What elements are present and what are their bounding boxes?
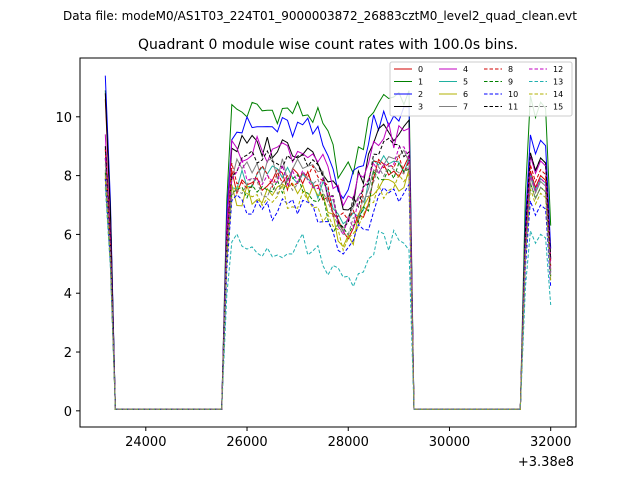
legend-label: 3 xyxy=(418,103,423,112)
legend-label: 4 xyxy=(463,65,468,74)
legend-label: 6 xyxy=(463,90,468,99)
y-tick-label: 8 xyxy=(64,170,72,185)
legend-label: 15 xyxy=(553,103,563,112)
x-tick-label: 24000 xyxy=(125,435,166,450)
legend-label: 12 xyxy=(553,65,563,74)
chart-title: Quadrant 0 module wise count rates with … xyxy=(138,37,518,53)
legend-label: 2 xyxy=(418,90,423,99)
legend-box xyxy=(389,61,573,117)
x-tick-label: 30000 xyxy=(429,435,470,450)
y-tick-label: 10 xyxy=(55,111,72,126)
x-tick-label: 32000 xyxy=(530,435,571,450)
legend-label: 10 xyxy=(508,90,518,99)
legend-label: 14 xyxy=(553,90,563,99)
x-offset-label: +3.38e8 xyxy=(518,455,574,470)
legend-label: 8 xyxy=(508,65,513,74)
y-tick-label: 2 xyxy=(64,346,72,361)
axes-frame xyxy=(79,57,577,428)
legend-label: 1 xyxy=(418,78,423,87)
legend-label: 9 xyxy=(508,78,513,87)
y-tick-label: 4 xyxy=(64,287,72,302)
legend-label: 0 xyxy=(418,65,423,74)
legend-label: 11 xyxy=(508,103,518,112)
plot-area xyxy=(104,75,552,410)
series-group xyxy=(104,75,552,410)
legend-label: 13 xyxy=(553,78,563,87)
y-tick-label: 6 xyxy=(64,228,72,243)
series-line-15 xyxy=(104,163,552,410)
chart-suptitle: Data file: modeM0/AS1T03_224T01_90000038… xyxy=(63,9,577,23)
legend-label: 5 xyxy=(463,78,468,87)
y-tick-label: 0 xyxy=(64,405,72,420)
x-tick-label: 26000 xyxy=(226,435,267,450)
legend-label: 7 xyxy=(463,103,468,112)
x-tick-label: 28000 xyxy=(328,435,369,450)
